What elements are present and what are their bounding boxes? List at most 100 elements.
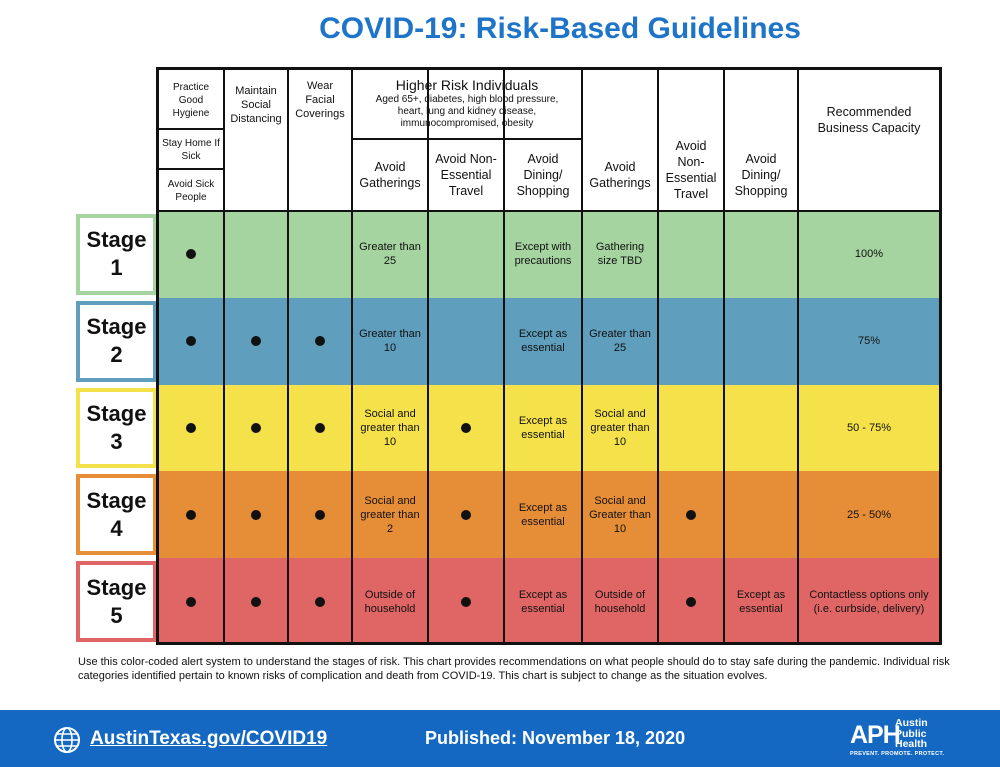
header-stay-home: Stay Home If Sick bbox=[158, 131, 224, 168]
stage-3-hygiene-dot bbox=[158, 385, 224, 472]
table-hline bbox=[158, 168, 224, 170]
stage-4-hygiene-dot bbox=[158, 471, 224, 558]
bullet-dot bbox=[315, 336, 325, 347]
bullet-dot bbox=[186, 249, 196, 260]
stage-4-hr-gatherings: Social and greater than 2 bbox=[360, 494, 420, 535]
header-practice-hygiene: Practice Good Hygiene bbox=[158, 72, 224, 128]
stage-4-gen-dining bbox=[724, 471, 798, 558]
website-link[interactable]: AustinTexas.gov/COVID19 bbox=[90, 728, 328, 749]
stage-word: Stage bbox=[86, 574, 147, 600]
stage-1-hr-dining: Except with precautions bbox=[514, 241, 572, 268]
stage-3-hr-dining: Except as essential bbox=[518, 414, 568, 441]
stage-2-hr-gatherings: Greater than 10 bbox=[359, 328, 421, 355]
stage-4-distancing-dot bbox=[224, 471, 288, 558]
stage-number: 1 bbox=[110, 255, 123, 281]
header-capacity: Recommended Business Capacity bbox=[798, 105, 940, 135]
stage-label-5: Stage 5 bbox=[76, 561, 157, 642]
stage-5-gen-travel-dot bbox=[658, 558, 724, 645]
bullet-dot bbox=[251, 336, 261, 347]
aph-logo-line2: Public bbox=[895, 727, 927, 740]
stage-4-capacity: 25 - 50% bbox=[846, 508, 892, 521]
stage-5-hygiene-dot bbox=[158, 558, 224, 645]
bullet-dot bbox=[461, 509, 471, 520]
stage-word: Stage bbox=[86, 487, 147, 513]
aph-logo-text: Austin Public Health bbox=[895, 718, 928, 750]
header-hr-dining: Avoid Dining/ Shopping bbox=[504, 139, 582, 211]
table-vline bbox=[427, 68, 429, 643]
stage-2-coverings-dot bbox=[288, 298, 352, 385]
stage-3-coverings-dot bbox=[288, 385, 352, 472]
stage-label-1: Stage 1 bbox=[76, 214, 157, 295]
table-vline bbox=[223, 68, 225, 643]
higher-risk-description: Aged 65+, diabetes, high blood pressure,… bbox=[375, 94, 559, 129]
stage-number: 2 bbox=[110, 342, 123, 368]
aph-logo-mark: APH bbox=[850, 721, 901, 749]
bullet-dot bbox=[315, 596, 325, 607]
table-vline bbox=[657, 68, 659, 643]
table-vline bbox=[797, 68, 799, 643]
aph-logo-line3: Health bbox=[895, 738, 928, 750]
bullet-dot bbox=[461, 596, 471, 607]
header-higher-risk: Higher Risk Individuals Aged 65+, diabete… bbox=[352, 68, 582, 139]
header-hr-gatherings: Avoid Gatherings bbox=[352, 139, 428, 211]
table-hline bbox=[158, 128, 224, 130]
stage-1-hr-gatherings: Greater than 25 bbox=[359, 241, 421, 268]
stage-number: 3 bbox=[110, 428, 123, 454]
stage-3-hr-travel-dot bbox=[428, 385, 504, 472]
bullet-dot bbox=[686, 596, 696, 607]
bullet-dot bbox=[186, 509, 196, 520]
stage-label-4: Stage 4 bbox=[76, 474, 157, 556]
header-face-coverings: Wear Facial Coverings bbox=[288, 68, 352, 131]
stage-3-gen-dining bbox=[724, 385, 798, 472]
stage-2-distancing-dot bbox=[224, 298, 288, 385]
stage-5-distancing-dot bbox=[224, 558, 288, 645]
stage-2-capacity: 75% bbox=[857, 335, 881, 348]
header-hr-travel: Avoid Non-Essential Travel bbox=[428, 139, 504, 211]
stage-2-hygiene-dot bbox=[158, 298, 224, 385]
stage-3-gen-gatherings: Social and greater than 10 bbox=[590, 407, 650, 448]
bullet-dot bbox=[315, 509, 325, 520]
stage-number: 4 bbox=[110, 515, 123, 541]
bullet-dot bbox=[186, 422, 196, 433]
stage-3-capacity: 50 - 75% bbox=[846, 421, 892, 434]
stage-5-gen-gatherings: Outside of household bbox=[594, 588, 646, 615]
table-vline bbox=[723, 68, 725, 643]
stage-3-distancing-dot bbox=[224, 385, 288, 472]
table-hline bbox=[158, 210, 940, 212]
bullet-dot bbox=[251, 596, 261, 607]
bullet-dot bbox=[186, 336, 196, 347]
header-avoid-sick: Avoid Sick People bbox=[158, 171, 224, 211]
stage-5-coverings-dot bbox=[288, 558, 352, 645]
header-gen-gatherings: Avoid Gatherings bbox=[582, 138, 658, 211]
table-vline bbox=[351, 68, 353, 643]
stage-5-capacity: Contactless options only (i.e. curbside,… bbox=[809, 588, 929, 615]
stage-1-capacity: 100% bbox=[854, 248, 884, 261]
stage-5-hr-dining: Except as essential bbox=[518, 588, 568, 615]
bullet-dot bbox=[251, 509, 261, 520]
stage-2-hr-dining: Except as essential bbox=[518, 328, 568, 355]
table-vline bbox=[157, 68, 159, 643]
table-vline bbox=[287, 68, 289, 643]
page-title: COVID-19: Risk-Based Guidelines bbox=[319, 12, 801, 45]
stage-number: 5 bbox=[110, 602, 123, 628]
stage-2-gen-dining bbox=[724, 298, 798, 385]
stage-word: Stage bbox=[86, 400, 147, 426]
published-date: Published: November 18, 2020 bbox=[425, 728, 686, 748]
stage-1-hygiene-dot bbox=[158, 211, 224, 298]
stage-5-hr-travel-dot bbox=[428, 558, 504, 645]
header-gen-travel: Avoid Non-Essential Travel bbox=[658, 128, 724, 211]
stage-1-gen-gatherings: Gathering size TBD bbox=[595, 241, 645, 268]
footnote: Use this color-coded alert system to und… bbox=[78, 656, 950, 682]
header-social-distancing: Maintain Social Distancing bbox=[224, 68, 288, 141]
header-gen-dining: Avoid Dining/ Shopping bbox=[724, 138, 798, 211]
stage-1-gen-dining bbox=[724, 211, 798, 298]
stage-4-gen-gatherings: Social and Greater than 10 bbox=[589, 494, 651, 535]
stage-label-2: Stage 2 bbox=[76, 300, 157, 382]
table-vline bbox=[581, 68, 583, 643]
aph-logo-line1: Austin bbox=[895, 717, 928, 729]
aph-logo-tagline: PREVENT. PROMOTE. PROTECT. bbox=[850, 751, 945, 757]
table-vline bbox=[939, 68, 941, 643]
stage-4-coverings-dot bbox=[288, 471, 352, 558]
stage-word: Stage bbox=[86, 227, 147, 253]
